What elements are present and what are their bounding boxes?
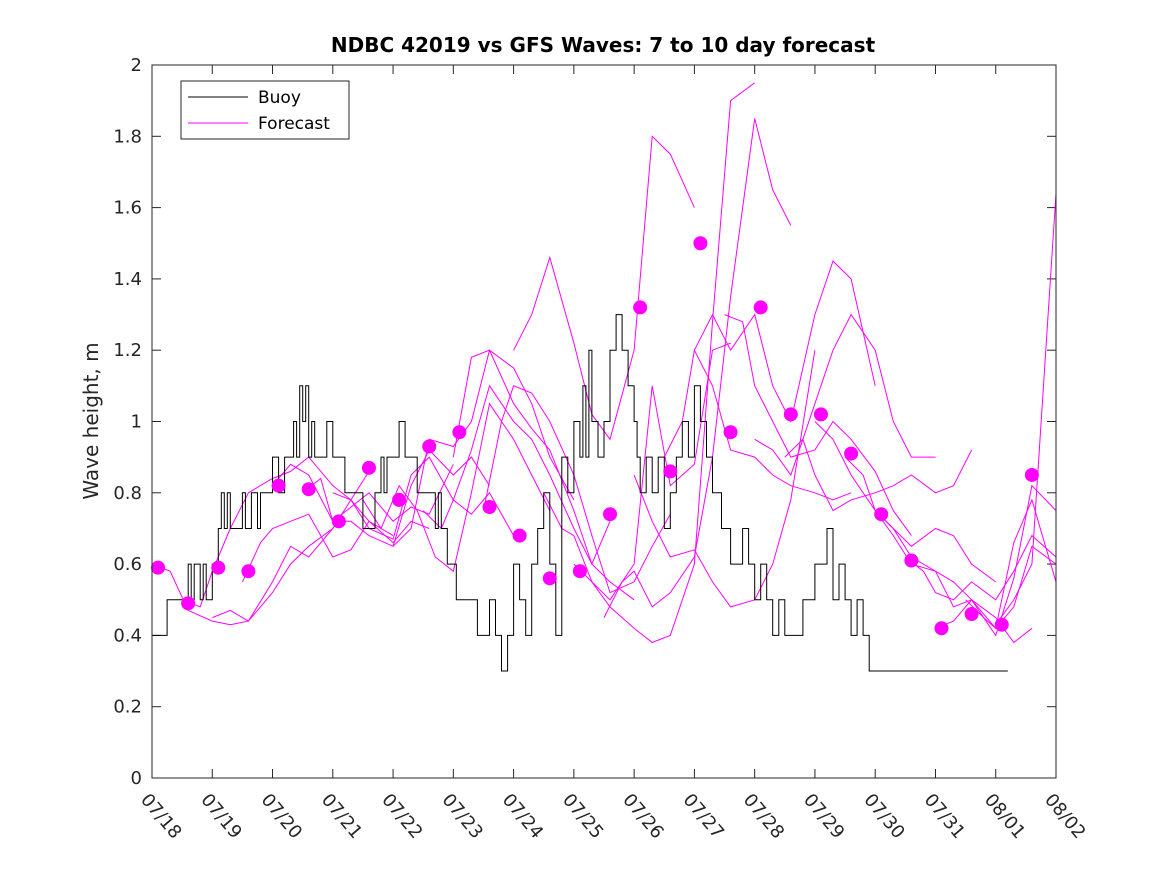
forecast-marker [542,571,557,586]
plot-frame [151,64,1057,779]
forecast-marker [693,236,708,251]
forecast-marker [964,607,979,622]
y-tick-label: 0.6 [113,554,142,575]
forecast-marker [181,596,196,611]
forecast-marker [301,482,316,497]
forecast-marker [813,407,828,422]
forecast-marker [783,407,798,422]
forecast-marker [331,514,346,529]
y-tick-label: 1.8 [113,126,142,147]
y-tick-label: 1.6 [113,198,142,219]
y-tick-label: 1.4 [113,269,142,290]
chart-title: NDBC 42019 vs GFS Waves: 7 to 10 day for… [331,33,876,57]
forecast-line-28 [965,498,1057,630]
forecast-line-9 [392,349,575,547]
forecast-marker [271,478,286,493]
forecast-line-16 [603,118,792,618]
forecast-line-23 [814,421,996,583]
forecast-line-18 [663,348,852,501]
forecast-marker [633,300,648,315]
forecast-marker [452,425,467,440]
legend-forecast-label: Forecast [258,114,330,134]
forecast-line-14 [543,342,731,601]
forecast-line-7 [332,456,515,540]
y-tick-label: 1.2 [113,340,142,361]
legend-box [180,80,350,140]
forecast-line-19 [693,260,876,423]
forecast-marker [874,507,889,522]
y-tick-label: 1 [131,412,142,433]
forecast-line-1 [151,528,334,626]
forecast-marker [844,446,859,461]
forecast-marker [1024,467,1039,482]
forecast-marker [904,553,919,568]
forecast-line-4 [241,513,430,583]
forecast-line-26 [904,534,1057,601]
forecast-marker [422,439,437,454]
y-tick-label: 0.2 [113,697,142,718]
forecast-marker [241,564,256,579]
buoy-line [152,314,1008,672]
forecast-line-21 [754,313,936,477]
forecast-line-11 [452,349,635,601]
forecast-marker [994,617,1009,632]
forecast-marker [211,560,226,575]
y-tick-label: 0 [131,768,142,789]
forecast-line-27 [935,484,1057,637]
forecast-marker [934,621,949,636]
y-tick-label: 0.8 [113,483,142,504]
legend-buoy-label: Buoy [258,88,301,108]
forecast-marker [603,507,618,522]
forecast-marker [361,460,376,475]
forecast-marker [482,500,497,515]
legend: Buoy Forecast [180,80,350,140]
forecast-line-5 [272,463,454,523]
forecast-marker [723,425,738,440]
buoy-series [152,314,1008,672]
forecast-marker [753,300,768,315]
forecast-line-13 [513,135,695,441]
y-axis-title: Wave height, m [79,342,103,499]
forecast-marker [392,492,407,507]
forecast-line-20 [724,314,912,536]
forecast-line-25 [874,510,1057,630]
forecast-marker [572,564,587,579]
forecast-line-15 [573,82,755,644]
forecast-marker [663,464,678,479]
forecast-line-22 [784,438,973,512]
forecast-marker [151,560,166,575]
forecast-markers [151,236,1039,636]
y-tick-label: 0.4 [113,625,142,646]
forecast-series [151,82,1057,644]
forecast-line-17 [633,350,816,608]
forecast-line-10 [422,384,611,566]
forecast-line-29 [995,193,1057,625]
y-tick-label: 2 [131,55,142,76]
forecast-line-3 [212,499,394,622]
forecast-marker [512,528,527,543]
